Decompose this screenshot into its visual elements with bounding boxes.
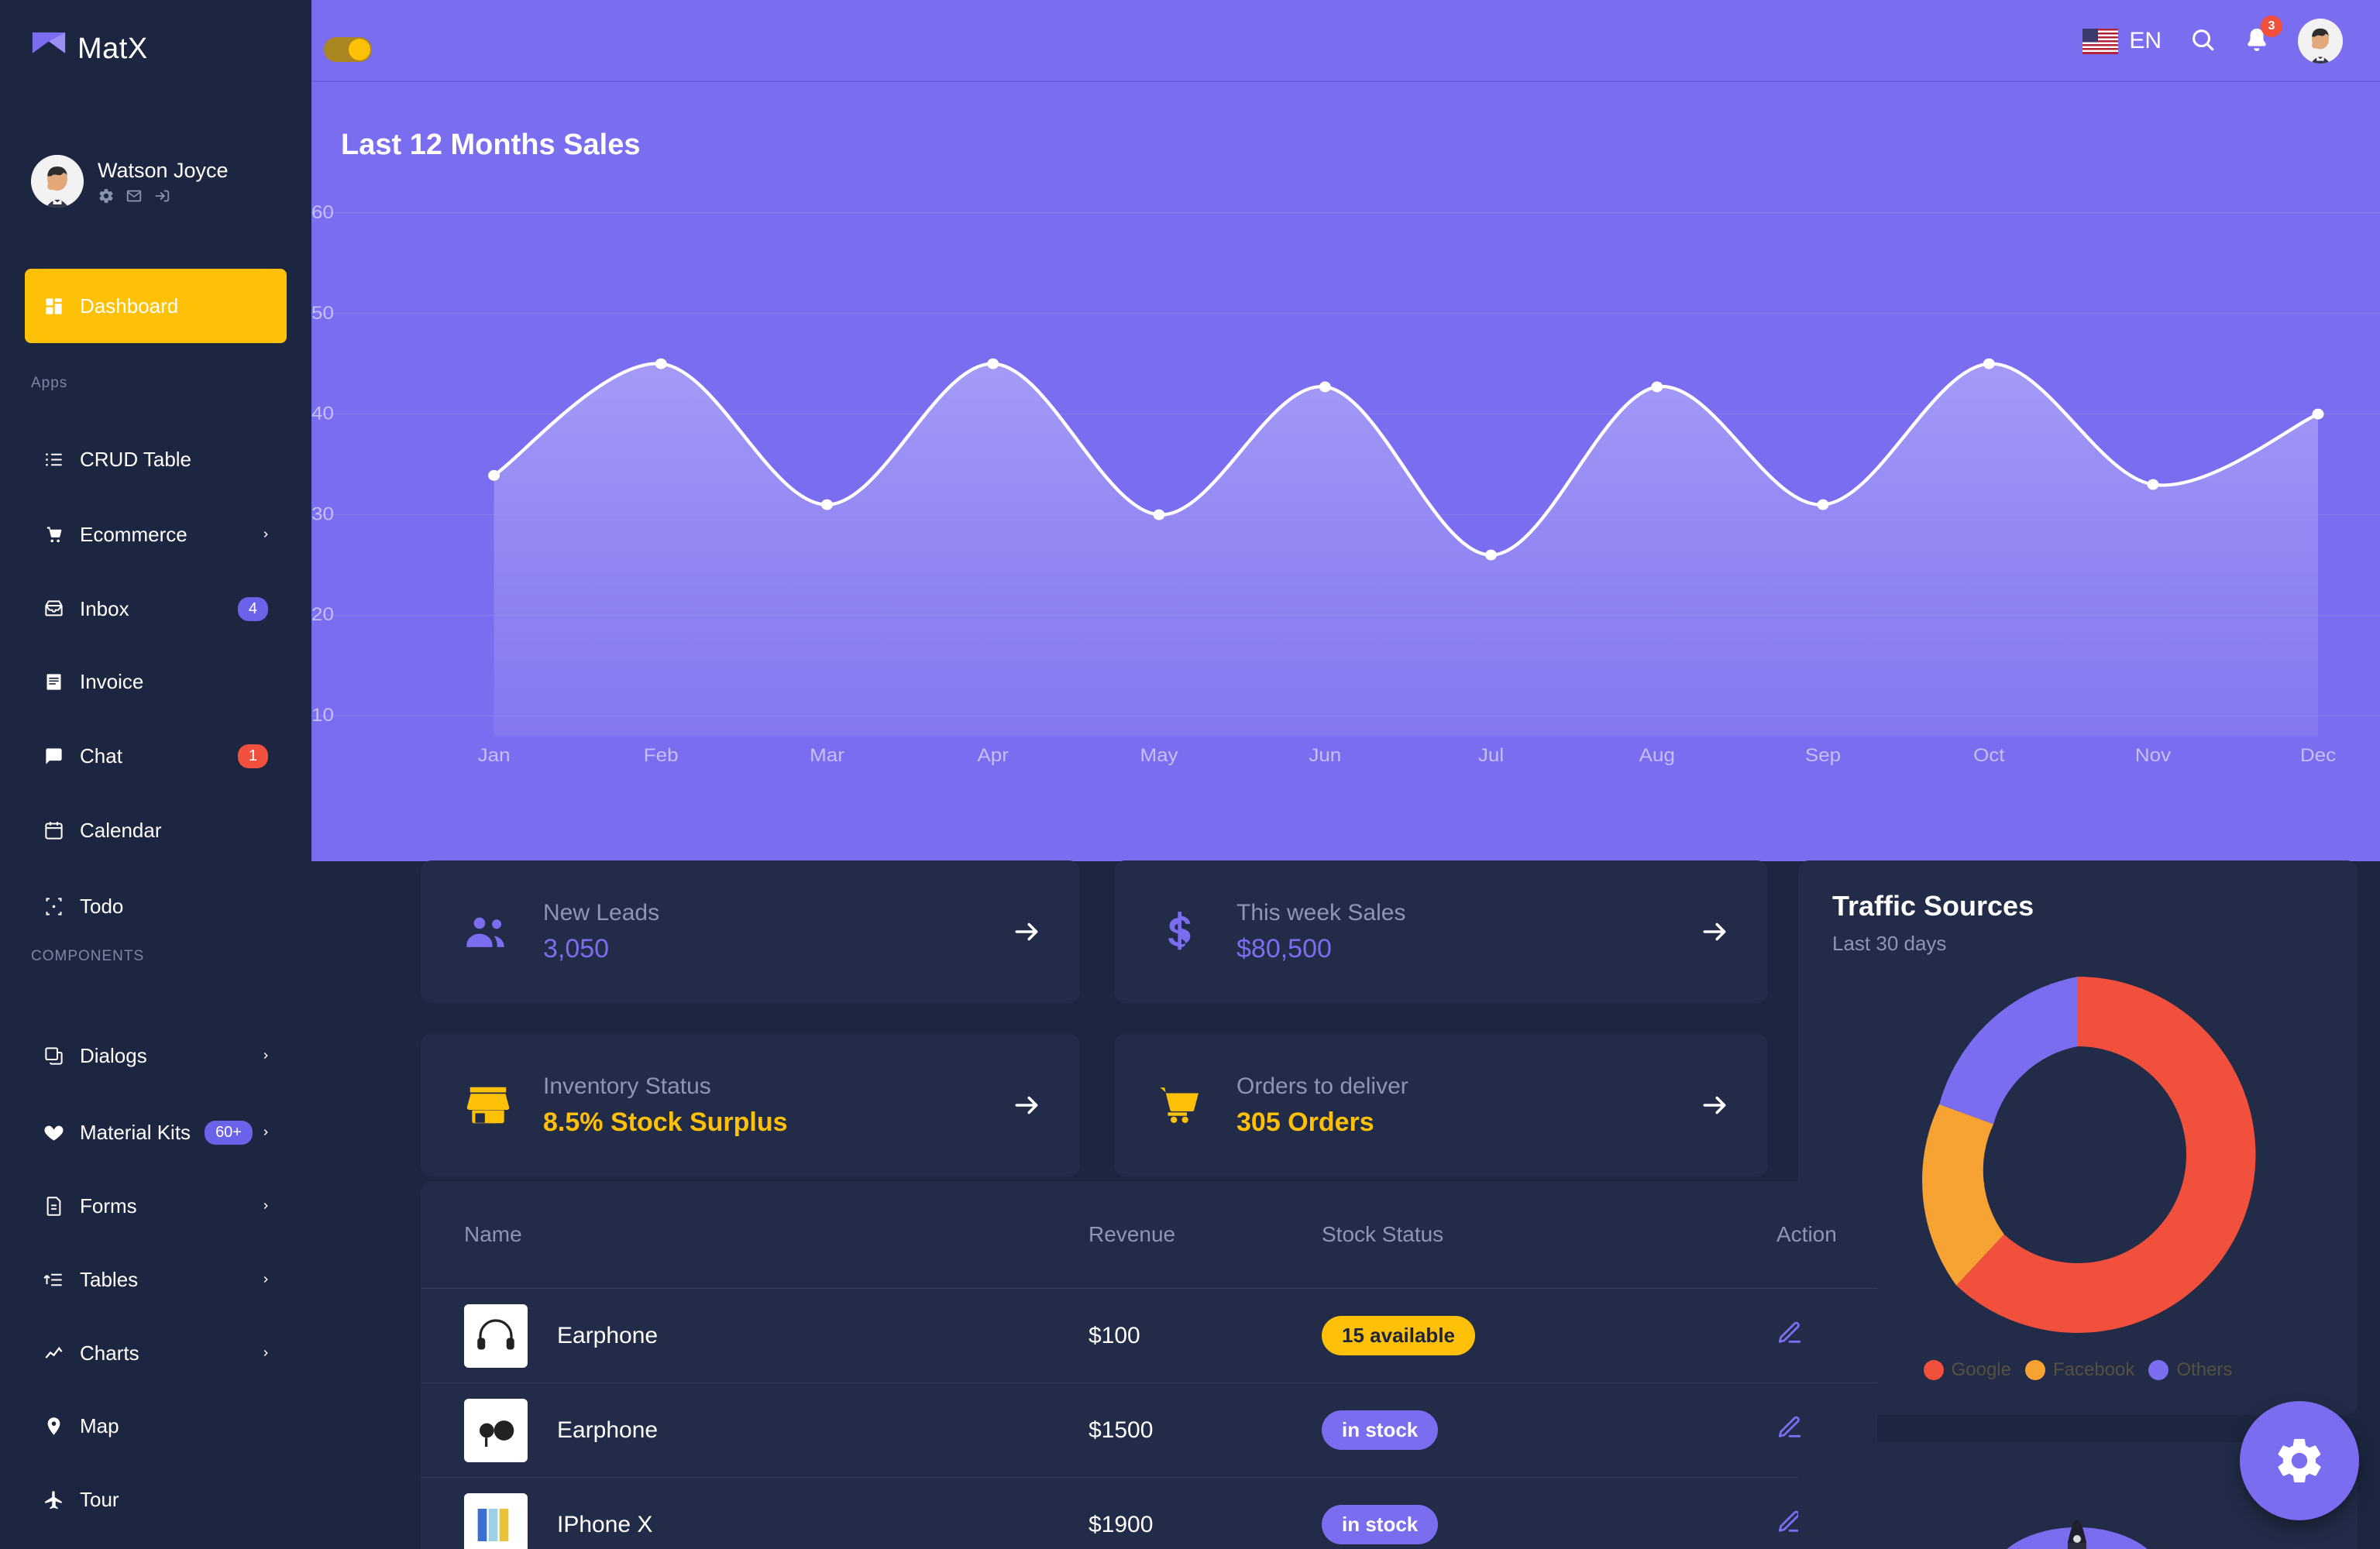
svg-text:Oct: Oct [1973, 745, 2004, 766]
svg-text:Feb: Feb [644, 745, 679, 766]
svg-text:30: 30 [311, 503, 334, 524]
svg-text:60: 60 [311, 202, 334, 223]
svg-text:Jun: Jun [1309, 745, 1341, 766]
svg-text:Jan: Jan [478, 745, 511, 766]
svg-text:Sep: Sep [1805, 745, 1841, 766]
svg-text:Aug: Aug [1639, 745, 1675, 766]
svg-text:10: 10 [311, 705, 334, 726]
svg-text:40: 40 [311, 404, 334, 424]
svg-text:Dec: Dec [2300, 745, 2336, 766]
svg-text:20: 20 [311, 604, 334, 625]
svg-text:Apr: Apr [977, 745, 1008, 766]
svg-text:50: 50 [311, 303, 334, 324]
svg-text:May: May [1140, 745, 1178, 766]
svg-text:Jul: Jul [1478, 745, 1504, 766]
svg-text:Nov: Nov [2135, 745, 2172, 766]
svg-text:Mar: Mar [810, 745, 844, 766]
